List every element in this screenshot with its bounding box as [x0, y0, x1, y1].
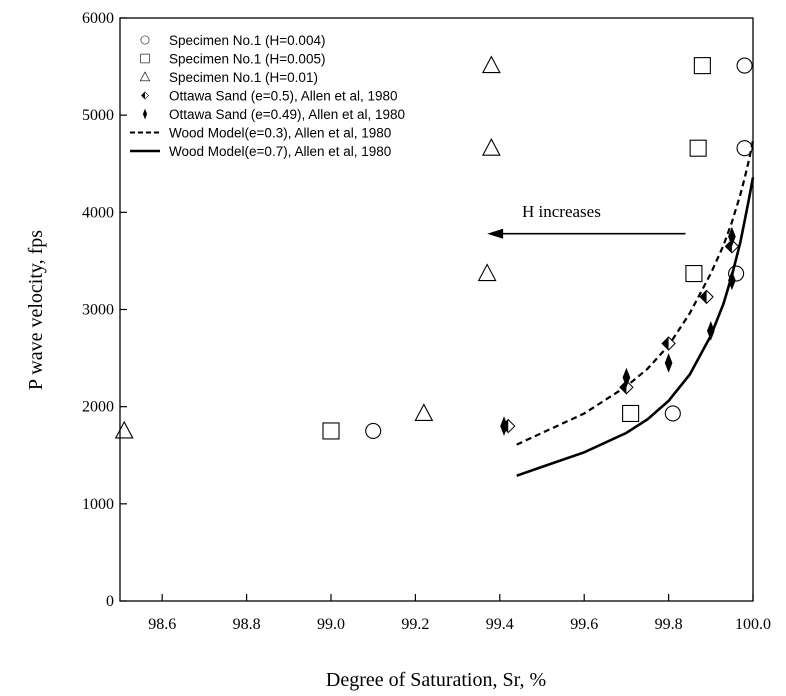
data-markers	[114, 55, 753, 440]
annotation-text: H increases	[522, 202, 601, 221]
x-tick-label: 98.6	[148, 616, 176, 633]
data-point-s2-0	[114, 420, 134, 439]
data-point-s3-2	[661, 336, 676, 351]
x-tick-label: 98.8	[233, 616, 261, 633]
y-axis-title: P wave velocity, fps	[25, 230, 47, 390]
legend-item-5: Wood Model(e=0.3), Allen et al, 1980	[130, 126, 391, 141]
data-point-s2-2	[477, 263, 497, 282]
x-tick-label: 100.0	[735, 616, 771, 633]
legend-item-4: Ottawa Sand (e=0.49), Allen et al, 1980	[142, 107, 405, 122]
legend-item-6: Wood Model(e=0.7), Allen et al, 1980	[130, 144, 391, 159]
x-axis: 98.6 98.8 99.0 99.2 99.4 99.6 99.8 100.0	[148, 594, 771, 633]
y-axis: 0 1000 2000 3000 4000 5000 6000	[82, 10, 127, 610]
data-point-s4-1	[622, 367, 631, 388]
legend-marker	[142, 108, 148, 120]
legend-marker	[139, 71, 151, 82]
data-point-s1-2	[685, 264, 703, 283]
legend-label: Specimen No.1 (H=0.004)	[169, 33, 325, 48]
legend-label: Wood Model(e=0.7), Allen et al, 1980	[169, 144, 391, 159]
legend-label: Specimen No.1 (H=0.005)	[169, 52, 325, 67]
legend-item-0: Specimen No.1 (H=0.004)	[140, 33, 325, 48]
series-line-6	[516, 177, 755, 477]
x-tick-label: 99.6	[570, 616, 598, 633]
arrow-head-icon	[487, 228, 504, 239]
legend-item-1: Specimen No.1 (H=0.005)	[140, 52, 325, 67]
y-tick-label: 4000	[82, 204, 114, 221]
annotation: H increases	[487, 202, 686, 239]
data-point-s1-1	[622, 404, 640, 423]
y-tick-label: 0	[106, 593, 114, 610]
x-tick-label: 99.8	[655, 616, 683, 633]
legend-marker	[141, 91, 149, 100]
y-tick-label: 2000	[82, 399, 114, 416]
y-tick-label: 3000	[82, 302, 114, 319]
legend-marker	[140, 53, 150, 64]
legend-label: Ottawa Sand (e=0.5), Allen et al, 1980	[169, 89, 398, 104]
data-point-s0-4	[736, 57, 753, 74]
legend-label: Ottawa Sand (e=0.49), Allen et al, 1980	[169, 107, 405, 122]
series-line-5	[516, 140, 755, 446]
data-point-s0-2	[728, 265, 745, 282]
data-point-s4-5	[728, 226, 736, 247]
data-point-s4-0	[500, 416, 508, 436]
x-axis-title: Degree of Saturation, Sr, %	[326, 669, 546, 691]
data-point-s1-3	[689, 139, 707, 157]
x-tick-label: 99.4	[486, 616, 514, 633]
data-point-s0-0	[365, 422, 382, 440]
data-point-s3-3	[699, 289, 714, 305]
data-point-s0-3	[736, 140, 753, 157]
legend-item-3: Ottawa Sand (e=0.5), Allen et al, 1980	[141, 89, 398, 104]
data-point-s2-4	[481, 55, 501, 74]
legend-marker	[140, 35, 150, 45]
y-tick-label: 1000	[82, 496, 114, 513]
data-point-s2-1	[414, 403, 434, 422]
legend-item-2: Specimen No.1 (H=0.01)	[139, 70, 318, 85]
legend: Specimen No.1 (H=0.004) Specimen No.1 (H=…	[130, 33, 405, 159]
y-tick-label: 6000	[82, 10, 114, 27]
x-tick-label: 99.2	[401, 616, 429, 633]
data-point-s4-4	[728, 270, 736, 291]
plot-frame	[119, 17, 754, 602]
data-point-s1-0	[322, 422, 340, 440]
model-curves	[516, 140, 755, 477]
legend-label: Wood Model(e=0.3), Allen et al, 1980	[169, 126, 391, 141]
data-point-s2-3	[481, 138, 501, 156]
data-point-s1-4	[693, 57, 711, 75]
data-point-s4-2	[664, 353, 673, 373]
legend-label: Specimen No.1 (H=0.01)	[169, 70, 318, 85]
data-point-s0-1	[664, 405, 681, 422]
y-tick-label: 5000	[82, 107, 114, 124]
x-tick-label: 99.0	[317, 616, 345, 633]
data-point-s4-3	[706, 321, 715, 341]
